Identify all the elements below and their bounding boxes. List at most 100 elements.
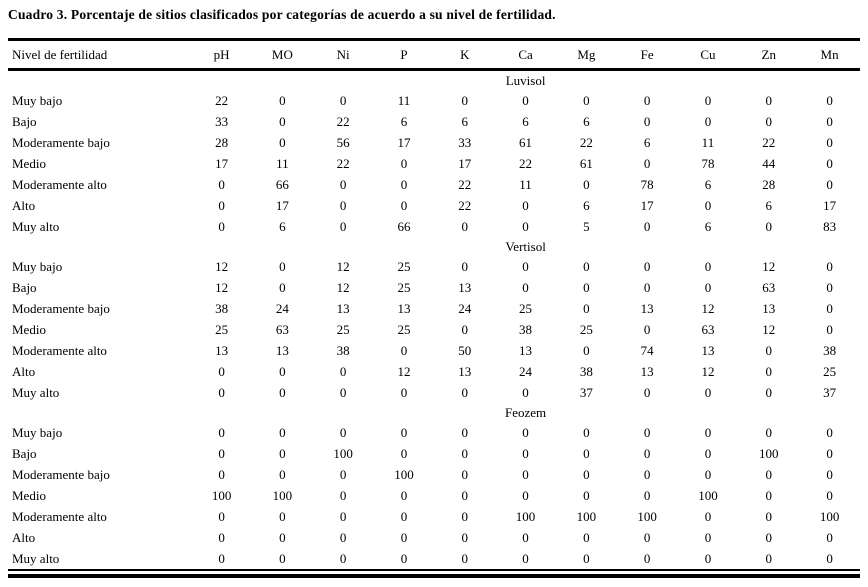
table-row: Muy alto 0 0 0 0 0 0 0 0 0 0 0 — [8, 548, 860, 570]
value-cell: 0 — [400, 488, 408, 503]
value-cell: 44 — [762, 156, 776, 171]
value-cell: 0 — [765, 219, 772, 234]
value-cell: 17 — [823, 198, 837, 213]
value-cell: 61 — [519, 135, 533, 150]
value-cell: 0 — [643, 551, 651, 566]
value-cell: 6 — [704, 177, 712, 192]
value-cell: 0 — [218, 385, 225, 400]
row-label: Moderamente alto — [12, 509, 107, 524]
section-spacer — [8, 237, 191, 256]
value-cell: 0 — [279, 364, 286, 379]
value-cell: 25 — [397, 259, 411, 274]
value-cell: 0 — [461, 385, 469, 400]
value-cell: 78 — [701, 156, 715, 171]
value-cell: 0 — [643, 219, 651, 234]
value-cell: 0 — [826, 488, 833, 503]
value-cell: 0 — [339, 364, 347, 379]
value-cell: 100 — [211, 488, 232, 503]
value-cell: 38 — [823, 343, 837, 358]
table-row: Muy alto 0 0 0 0 0 0 37 0 0 0 37 — [8, 382, 860, 403]
value-cell: 0 — [279, 530, 286, 545]
value-cell: 0 — [218, 530, 225, 545]
value-cell: 83 — [823, 219, 837, 234]
page: Cuadro 3. Porcentaje de sitios clasifica… — [8, 0, 860, 578]
value-cell: 0 — [400, 425, 408, 440]
value-cell: 6 — [279, 219, 286, 234]
value-cell: 0 — [704, 509, 712, 524]
value-cell: 17 — [640, 198, 654, 213]
value-cell: 0 — [522, 198, 529, 213]
value-cell: 0 — [826, 114, 833, 129]
table-row: Medio 100 100 0 0 0 0 0 0 100 0 0 — [8, 485, 860, 506]
value-cell: 6 — [704, 219, 712, 234]
value-cell: 0 — [704, 530, 712, 545]
table-row: Moderamente alto 13 13 38 0 50 13 0 74 13 0 38 — [8, 340, 860, 361]
column-header-k: K — [434, 39, 496, 71]
value-cell: 0 — [826, 301, 833, 316]
value-cell: 0 — [339, 177, 347, 192]
value-cell: 6 — [400, 114, 408, 129]
table-row: Moderamente bajo 38 24 13 13 24 25 0 13 12 13 0 — [8, 298, 860, 319]
value-cell: 0 — [279, 114, 286, 129]
value-cell: 13 — [397, 301, 411, 316]
value-cell: 11 — [701, 135, 715, 150]
value-cell: 0 — [643, 322, 651, 337]
column-header-ca: Ca — [495, 39, 556, 71]
value-cell: 0 — [279, 425, 286, 440]
value-cell: 11 — [276, 156, 289, 171]
table-row: Moderamente alto 0 66 0 0 22 11 0 78 6 28 0 — [8, 174, 860, 195]
value-cell: 0 — [826, 530, 833, 545]
value-cell: 0 — [461, 425, 469, 440]
value-cell: 17 — [275, 198, 289, 213]
table-row: Bajo 33 0 22 6 6 6 6 0 0 0 0 — [8, 111, 860, 132]
value-cell: 24 — [458, 301, 472, 316]
value-cell: 13 — [215, 343, 229, 358]
value-cell: 0 — [522, 219, 529, 234]
value-cell: 12 — [215, 259, 229, 274]
value-cell: 0 — [643, 156, 651, 171]
value-cell: 0 — [765, 364, 772, 379]
value-cell: 0 — [279, 259, 286, 274]
value-cell: 6 — [461, 114, 469, 129]
value-cell: 0 — [765, 530, 772, 545]
row-header-label: Nivel de fertilidad — [8, 39, 192, 71]
column-header-ni: Ni — [312, 39, 374, 71]
value-cell: 12 — [762, 259, 776, 274]
value-cell: 0 — [522, 259, 529, 274]
value-cell: 0 — [218, 425, 225, 440]
value-cell: 0 — [643, 280, 651, 295]
value-cell: 25 — [397, 322, 411, 337]
value-cell: 38 — [215, 301, 229, 316]
section-row-feozem: Feozem — [8, 403, 860, 422]
row-label: Bajo — [12, 446, 37, 461]
row-label: Muy alto — [12, 219, 60, 234]
table-row: Alto 0 17 0 0 22 0 6 17 0 6 17 — [8, 195, 860, 216]
value-cell: 37 — [823, 385, 837, 400]
value-cell: 66 — [275, 177, 289, 192]
value-cell: 25 — [215, 322, 229, 337]
value-cell: 0 — [461, 530, 469, 545]
table-row: Alto 0 0 0 12 13 24 38 13 12 0 25 — [8, 361, 860, 382]
value-cell: 38 — [336, 343, 350, 358]
value-cell: 22 — [579, 135, 593, 150]
value-cell: 0 — [400, 198, 408, 213]
column-header-mo: MO — [251, 39, 313, 71]
value-cell: 100 — [698, 488, 718, 503]
value-cell: 0 — [279, 135, 286, 150]
value-cell: 0 — [765, 425, 772, 440]
value-cell: 0 — [279, 93, 286, 108]
value-cell: 0 — [704, 114, 712, 129]
column-header-zn: Zn — [738, 39, 800, 71]
value-cell: 0 — [279, 280, 286, 295]
value-cell: 0 — [400, 343, 408, 358]
value-cell: 0 — [583, 177, 590, 192]
value-cell: 0 — [643, 259, 651, 274]
value-cell: 25 — [336, 322, 350, 337]
table-row: Moderamente alto 0 0 0 0 0 100 100 100 0 0 100 — [8, 506, 860, 527]
value-cell: 50 — [458, 343, 472, 358]
value-cell: 0 — [826, 177, 833, 192]
value-cell: 5 — [583, 219, 590, 234]
value-cell: 28 — [215, 135, 229, 150]
row-label: Medio — [12, 156, 46, 171]
value-cell: 0 — [765, 467, 772, 482]
